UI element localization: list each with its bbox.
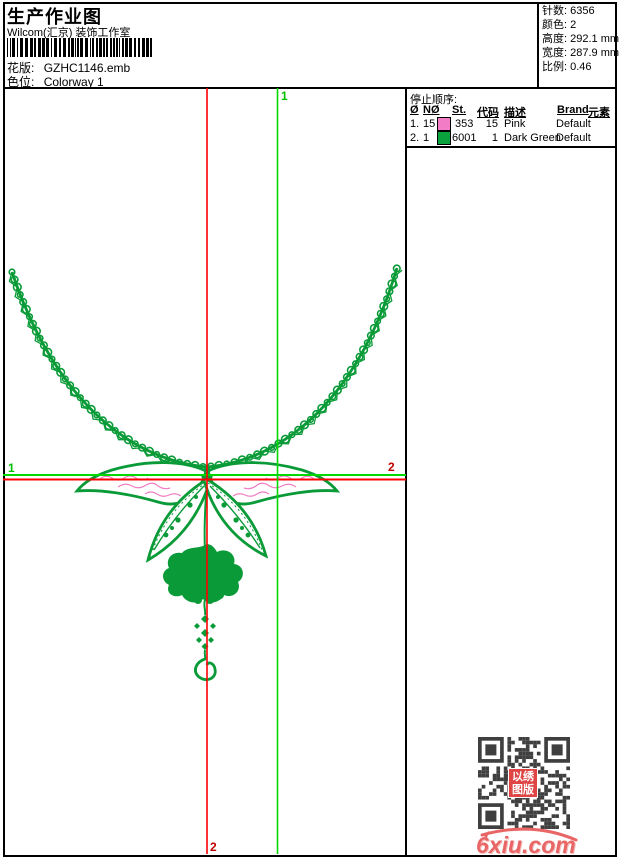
barcode — [7, 38, 153, 57]
row-code: 1 — [491, 132, 498, 144]
stat-colors: 颜色: 2 — [542, 19, 577, 31]
row-code: 15 — [485, 118, 498, 130]
row-brand: Default — [556, 118, 591, 130]
stats-block: 针数: 6356 颜色: 2 高度: 292.1 mm 宽度: 287.9 mm… — [542, 4, 619, 74]
grape-leaf — [163, 544, 243, 603]
row-desc: Dark Green — [504, 132, 561, 144]
qr-stamp-line2: 图版 — [512, 784, 534, 796]
row-brand: Default — [556, 132, 591, 144]
qr-code: 以绣 图版 — [478, 737, 570, 829]
col-brand: Brand — [557, 104, 589, 116]
pattern-label: 花版: — [7, 61, 35, 75]
studio-name: Wilcom(汇京) 装饰工作室 — [7, 27, 131, 39]
row-seq: 2. — [410, 132, 420, 144]
tassel-curl — [194, 657, 217, 681]
necklace-chain — [10, 267, 399, 469]
col-needle: NØ — [423, 104, 440, 116]
marker-bottom: 2 — [210, 840, 217, 854]
design-canvas: 1 1 2 2 — [3, 88, 406, 854]
stop-sequence-title: 停止顺序: — [410, 94, 458, 106]
logo-text: 6xiu.com — [476, 832, 576, 858]
col-desc: 描述 — [504, 107, 526, 119]
pattern-value: GZHC1146.emb — [43, 61, 131, 75]
page-border — [3, 2, 617, 857]
pink-stipple — [99, 475, 315, 497]
col-code: 代码 — [477, 107, 499, 119]
panel-divider — [405, 87, 407, 857]
grape-cluster — [184, 590, 224, 604]
row-st: 353 — [455, 118, 474, 130]
col-num: Ø — [410, 104, 419, 116]
stop-table-bottom-line — [405, 146, 617, 148]
guide-lines: 1 1 2 2 — [3, 88, 406, 854]
row-needle: 15 — [423, 118, 436, 130]
colorway-value: Colorway 1 — [43, 75, 104, 89]
marker-left: 1 — [8, 461, 15, 475]
colorway-row: 色位: Colorway 1 — [7, 73, 104, 90]
logo-swoosh — [480, 827, 578, 842]
col-st: St. — [452, 104, 467, 116]
page-title: 生产作业图 — [7, 7, 102, 27]
marker-right: 2 — [388, 460, 395, 474]
col-element: 元素 — [588, 107, 610, 119]
colorway-label: 色位: — [7, 75, 35, 89]
site-logo: 6xiu.com — [474, 824, 584, 858]
stat-stitches: 针数: 6356 — [542, 5, 595, 17]
stats-divider — [537, 2, 539, 89]
row-st: 6001 — [452, 132, 477, 144]
row-desc: Pink — [504, 118, 526, 130]
stat-height: 高度: 292.1 mm — [542, 33, 620, 45]
stat-width: 宽度: 287.9 mm — [542, 47, 620, 59]
color-swatch — [437, 117, 451, 131]
header-divider — [3, 87, 617, 89]
qr-stamp: 以绣 图版 — [508, 768, 538, 798]
leaf-veins — [151, 482, 263, 553]
row-seq: 1. — [410, 118, 420, 130]
row-needle: 1 — [423, 132, 430, 144]
qr-stamp-line1: 以绣 — [512, 771, 534, 783]
pattern-row: 花版: GZHC1146.emb — [7, 59, 130, 76]
stat-scale: 比例: 0.46 — [542, 61, 592, 73]
marker-top: 1 — [281, 89, 288, 103]
color-swatch — [437, 131, 451, 145]
tassel — [194, 599, 217, 681]
leaf-decor-dots — [163, 495, 251, 538]
